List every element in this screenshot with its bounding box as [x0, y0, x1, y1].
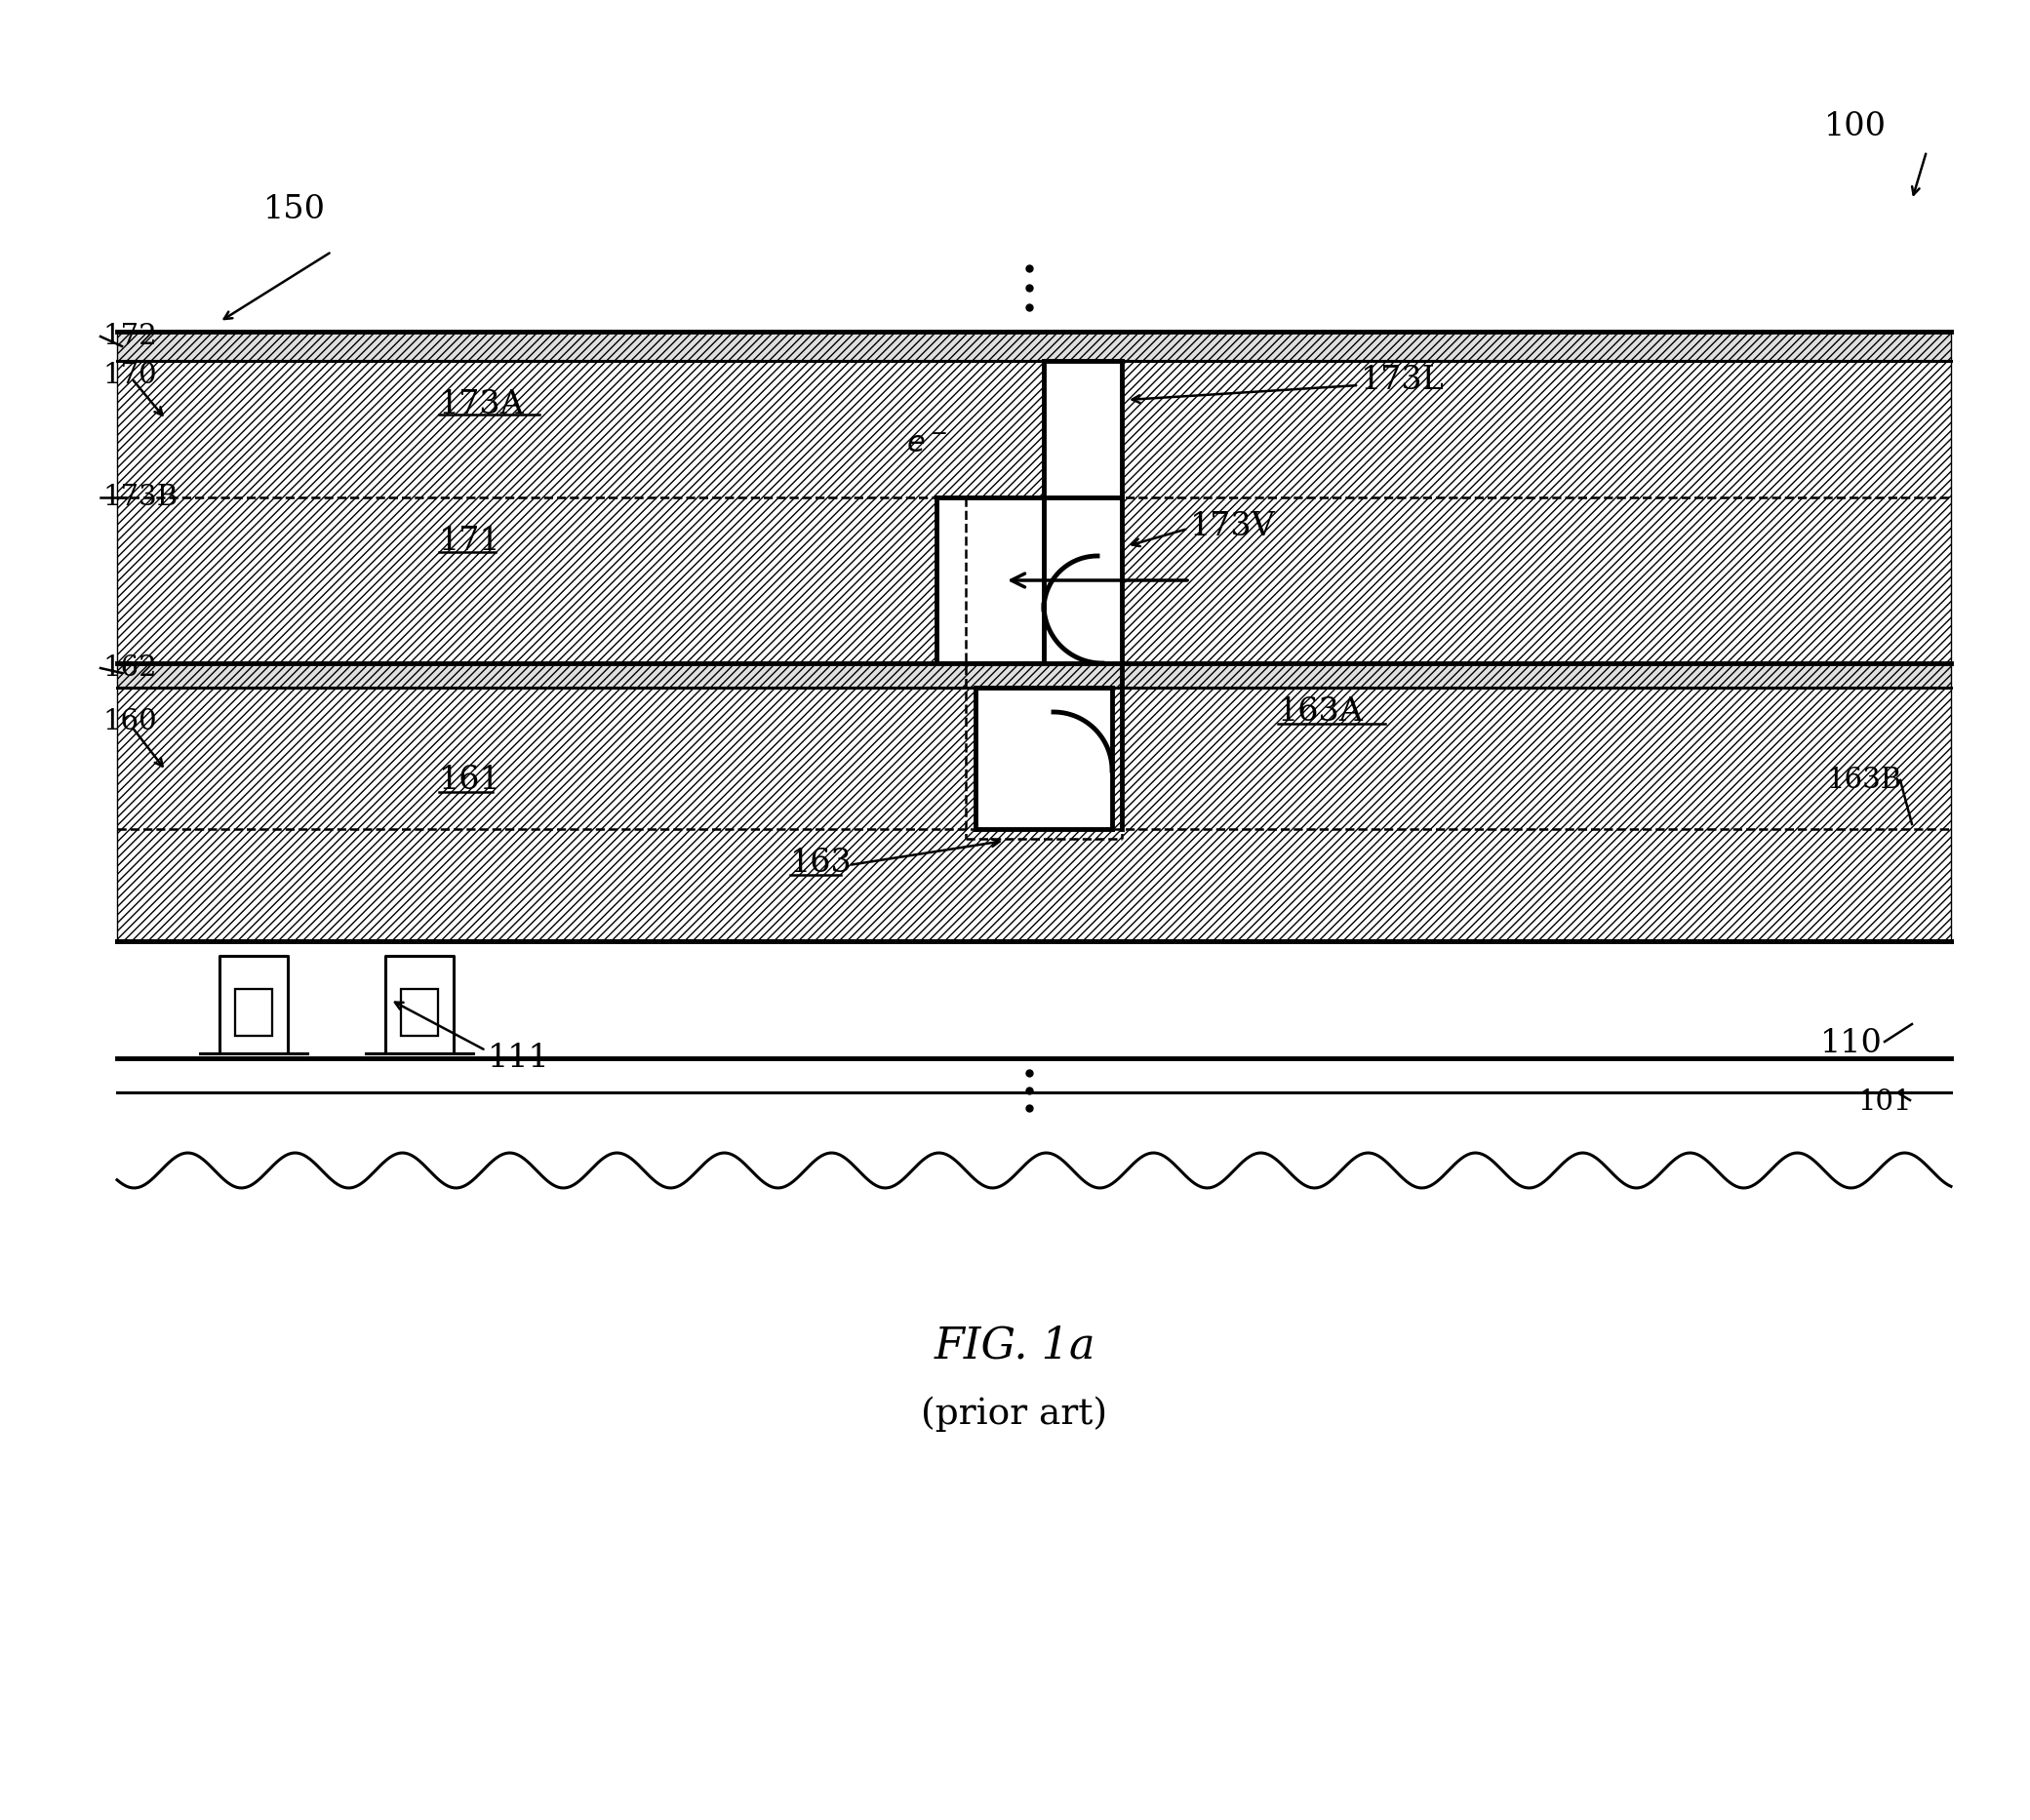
Bar	[235, 988, 272, 1036]
Text: 150: 150	[264, 195, 325, 226]
Text: 173B: 173B	[102, 484, 179, 511]
Text: 160: 160	[102, 708, 156, 735]
Text: 171: 171	[438, 526, 501, 557]
Bar	[118, 662, 1951, 688]
Text: 163A: 163A	[1279, 697, 1364, 728]
Text: 101: 101	[1857, 1088, 1912, 1116]
Bar	[118, 360, 1951, 662]
Text: FIG. 1a: FIG. 1a	[934, 1325, 1096, 1367]
Text: 172: 172	[102, 322, 156, 349]
Text: 161: 161	[438, 764, 501, 795]
Bar	[936, 497, 1043, 662]
Bar	[976, 688, 1112, 830]
Text: 110: 110	[1821, 1028, 1882, 1059]
Bar	[402, 988, 438, 1036]
Text: 163B: 163B	[1827, 766, 1902, 794]
Text: 163: 163	[790, 848, 853, 879]
Text: 173V: 173V	[1190, 511, 1275, 542]
Text: 100: 100	[1825, 111, 1886, 142]
Text: (prior art): (prior art)	[922, 1396, 1108, 1432]
Text: 162: 162	[102, 655, 156, 682]
Bar	[118, 331, 1951, 360]
Text: 170: 170	[102, 362, 156, 389]
Text: 173L: 173L	[1360, 364, 1445, 397]
Text: 111: 111	[487, 1043, 550, 1074]
Text: 173A: 173A	[438, 389, 524, 420]
Bar	[118, 688, 1951, 941]
Text: $e^-$: $e^-$	[905, 430, 948, 459]
Bar	[1043, 360, 1123, 662]
